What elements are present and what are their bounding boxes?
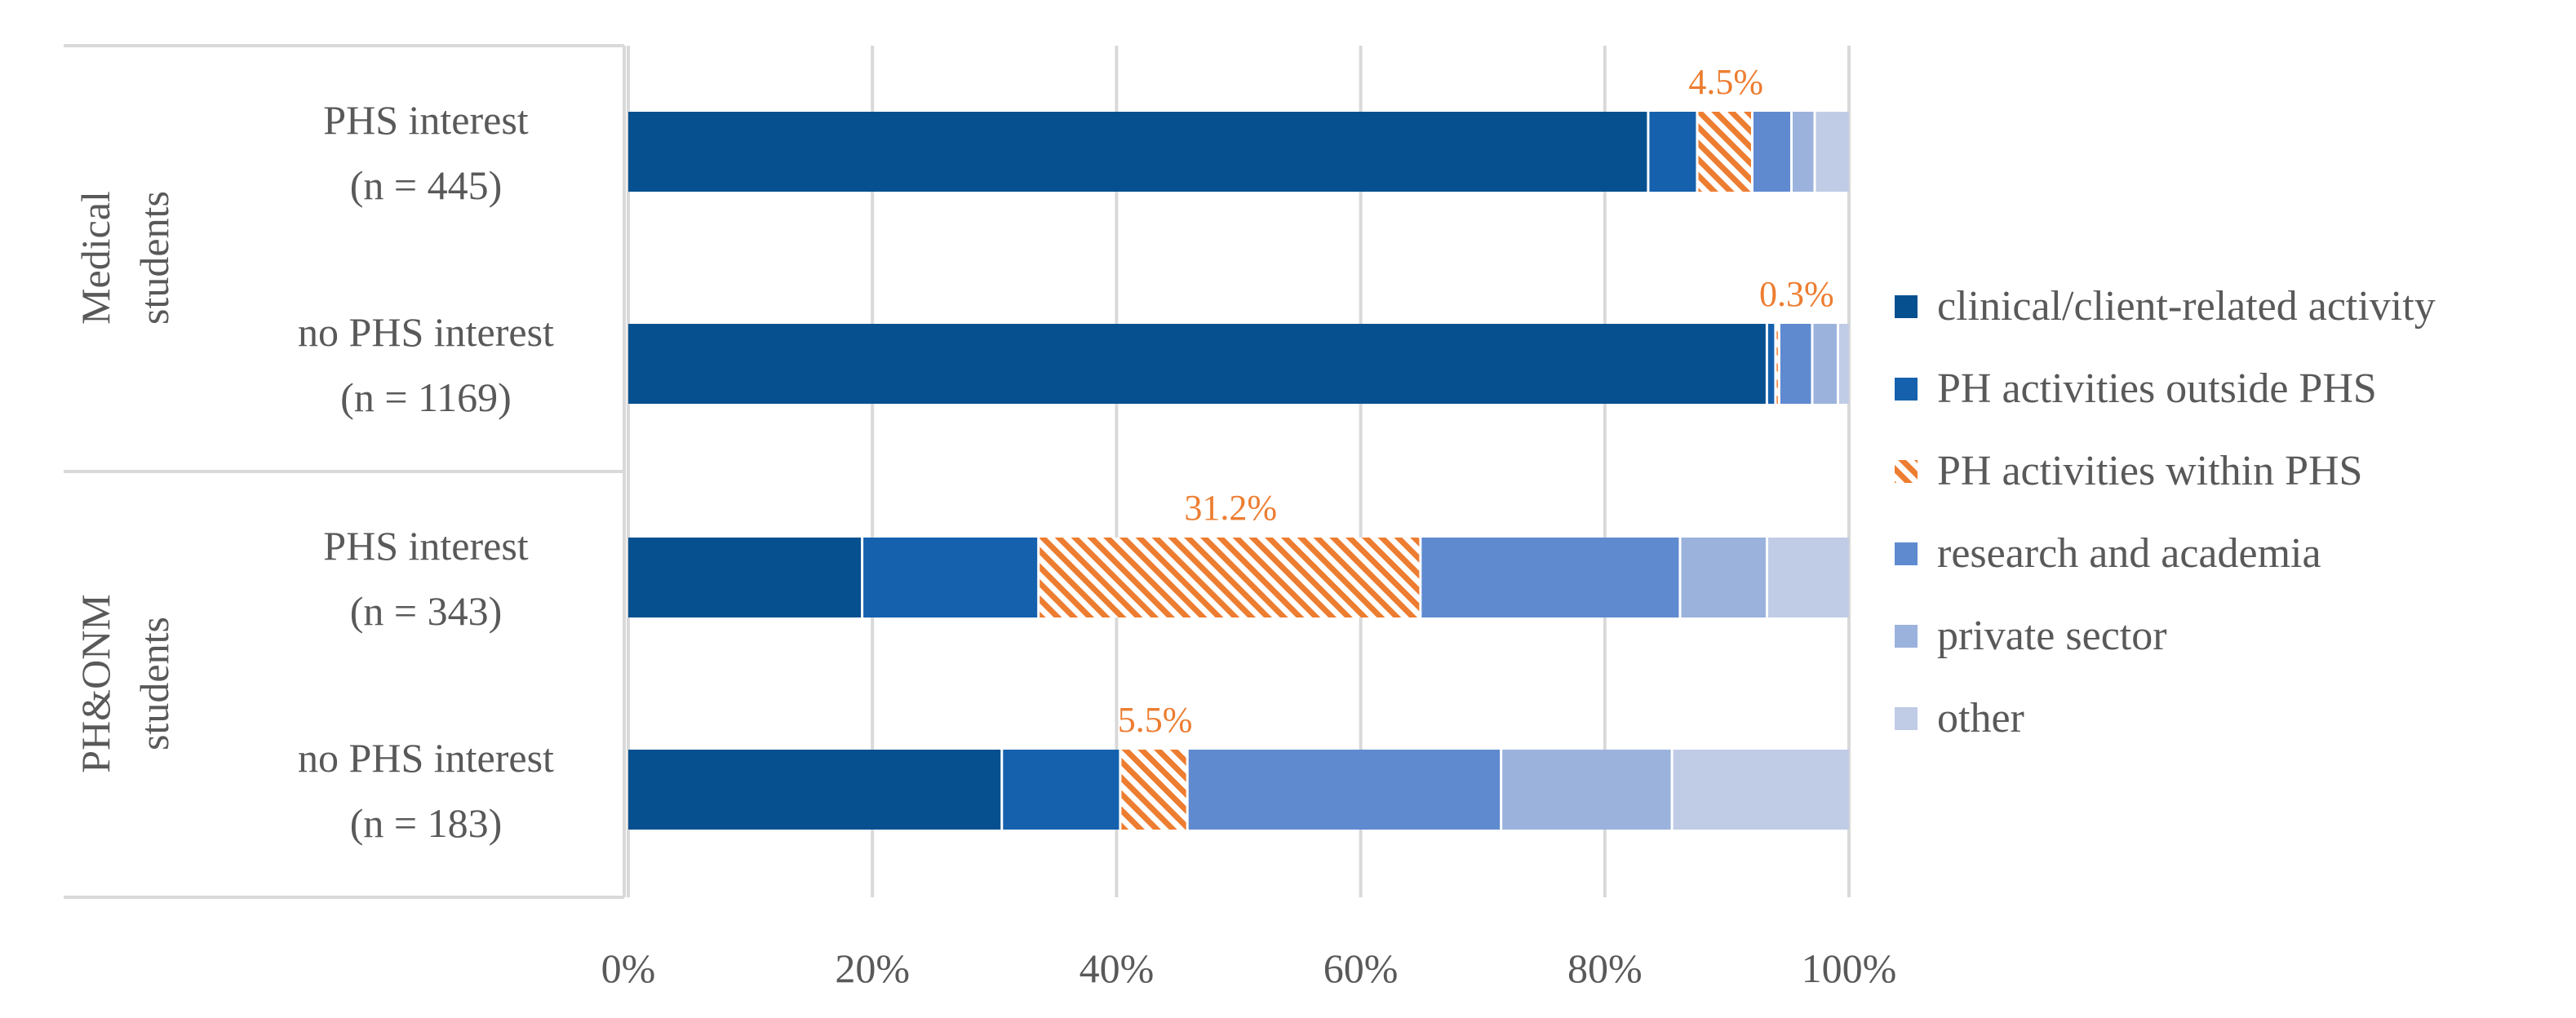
- highlight-label: 5.5%: [1118, 700, 1193, 740]
- bar-segment-ph_outside: [1003, 750, 1120, 830]
- row-label: no PHS interest (n = 1169): [298, 309, 554, 420]
- row-label-line: (n = 1169): [340, 374, 512, 420]
- highlight-label: 0.3%: [1759, 274, 1834, 314]
- group-label-line: students: [131, 191, 177, 325]
- bar-segment-ph_within: [1698, 112, 1751, 192]
- group-label-line: students: [131, 617, 177, 750]
- row-label-line: no PHS interest: [298, 735, 554, 781]
- x-tick-label: 60%: [1323, 945, 1399, 991]
- row-label: PHS interest (n = 343): [323, 523, 529, 634]
- legend-swatch-ph_outside: [1895, 378, 1918, 401]
- bar-segment-research: [1780, 324, 1811, 404]
- x-axis-ticks: 0% 20% 40% 60% 80% 100%: [601, 945, 1897, 991]
- bar-segment-private: [1502, 750, 1671, 830]
- bar-segment-ph_outside: [863, 538, 1038, 617]
- group-labels: Medical students PH&ONM students: [73, 191, 177, 773]
- highlight-labels: 4.5% 0.3% 31.2% 5.5%: [1118, 62, 1834, 740]
- bar-segment-clinical: [628, 750, 1001, 830]
- legend-label-research: research and academia: [1937, 530, 2321, 577]
- legend-label-clinical: clinical/client-related activity: [1937, 283, 2436, 330]
- bars: [628, 112, 1849, 830]
- row-label-line: no PHS interest: [298, 309, 554, 355]
- row-label-line: (n = 183): [350, 800, 503, 846]
- category-axis-frame: [64, 44, 626, 899]
- x-tick-label: 80%: [1567, 945, 1643, 991]
- legend-label-ph_within: PH activities within PHS: [1937, 448, 2362, 494]
- legend-swatch-ph_within: [1895, 460, 1918, 483]
- legend-label-other: other: [1937, 695, 2024, 741]
- legend-swatch-private: [1895, 625, 1918, 648]
- x-tick-label: 40%: [1080, 945, 1155, 991]
- group-label-line: PH&ONM: [73, 594, 118, 772]
- x-tick-label: 0%: [601, 945, 656, 991]
- bar-segment-research: [1753, 112, 1790, 192]
- highlight-label: 4.5%: [1688, 62, 1763, 102]
- row-labels: PHS interest (n = 445) no PHS interest (n =…: [298, 97, 554, 846]
- bar-segment-clinical: [628, 112, 1647, 192]
- bar-segment-research: [1188, 750, 1501, 830]
- bar-segment-other: [1816, 112, 1849, 192]
- group-label-line: Medical: [73, 191, 118, 325]
- row-label-line: PHS interest: [323, 523, 529, 569]
- group-label: Medical students: [73, 191, 177, 325]
- bar-segment-ph_within: [1040, 538, 1420, 617]
- bar-segment-ph_outside: [1767, 324, 1775, 404]
- bar-segment-ph_outside: [1649, 112, 1696, 192]
- legend-label-ph_outside: PH activities outside PHS: [1937, 365, 2377, 412]
- highlight-label: 31.2%: [1184, 488, 1277, 528]
- bar-segment-ph_within: [1776, 324, 1778, 404]
- bar-segment-ph_within: [1121, 750, 1186, 830]
- bar-segment-other: [1767, 538, 1849, 617]
- legend-label-private: private sector: [1937, 613, 2167, 659]
- bar-segment-other: [1673, 750, 1849, 830]
- bar-segment-research: [1421, 538, 1679, 617]
- legend: clinical/client-related activity PH activ…: [1895, 283, 2436, 741]
- legend-swatch-research: [1895, 542, 1918, 565]
- x-tick-label: 20%: [835, 945, 910, 991]
- bar-segment-clinical: [628, 538, 862, 617]
- bar-segment-private: [1792, 112, 1814, 192]
- legend-swatch-clinical: [1895, 295, 1918, 318]
- bar-segment-clinical: [628, 324, 1766, 404]
- row-label: no PHS interest (n = 183): [298, 735, 554, 846]
- bar-segment-private: [1681, 538, 1766, 617]
- row-label: PHS interest (n = 445): [323, 97, 529, 208]
- row-label-line: (n = 343): [350, 588, 503, 634]
- group-label: PH&ONM students: [73, 594, 177, 772]
- bar-segment-other: [1838, 324, 1849, 404]
- row-label-line: (n = 445): [350, 162, 503, 208]
- row-label-line: PHS interest: [323, 97, 529, 143]
- bar-segment-private: [1813, 324, 1837, 404]
- legend-swatch-other: [1895, 707, 1918, 730]
- x-tick-label: 100%: [1802, 945, 1897, 991]
